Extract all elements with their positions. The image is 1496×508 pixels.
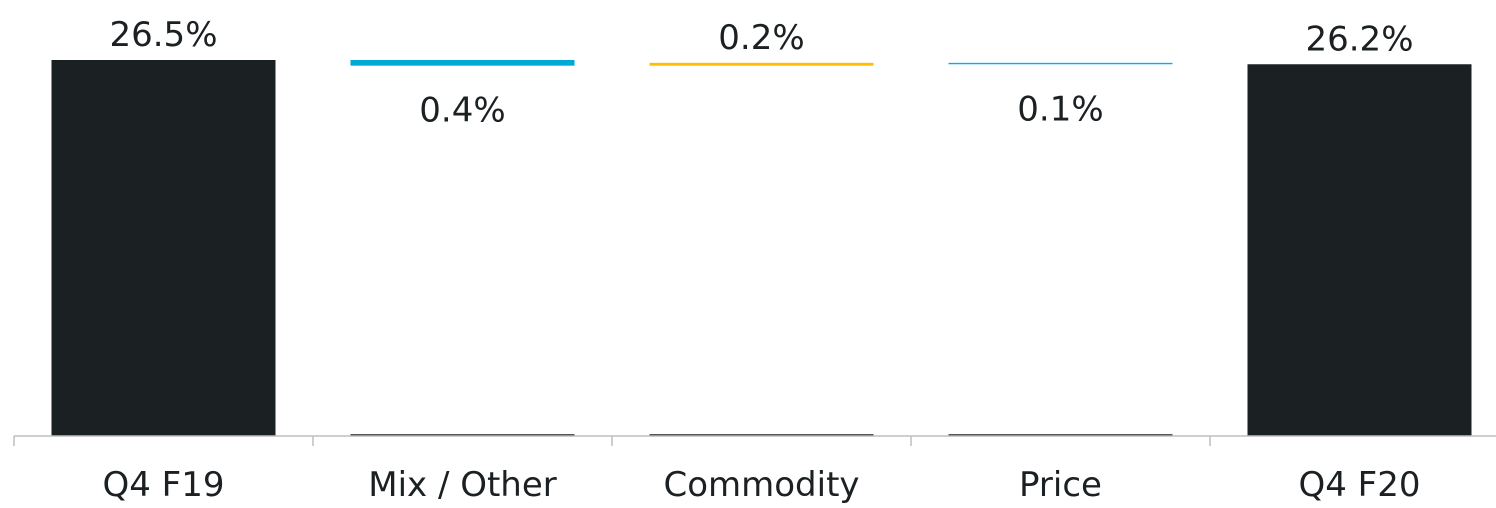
- labels-layer: 26.5% Q4 F19 0.4% Mix / Other 0.2% Commodity 0…: [102, 15, 1420, 505]
- data-label-q4-f19: 26.5%: [109, 15, 217, 55]
- bar-q4-f19: [51, 60, 276, 436]
- category-label-q4-f19: Q4 F19: [102, 465, 224, 505]
- bar-q4-f20: [1247, 64, 1472, 437]
- data-label-q4-f20: 26.2%: [1305, 19, 1413, 59]
- data-label-price: 0.1%: [1017, 89, 1103, 129]
- category-label-commodity: Commodity: [663, 465, 859, 505]
- x-axis: [13, 435, 1496, 446]
- bar-commodity: [649, 62, 874, 66]
- bar-price: [948, 62, 1173, 65]
- bar-mix-other: [350, 60, 575, 66]
- category-label-price: Price: [1019, 465, 1102, 505]
- bars-layer: [51, 60, 1472, 437]
- category-label-mix-other: Mix / Other: [368, 465, 557, 505]
- data-label-commodity: 0.2%: [718, 18, 804, 58]
- category-label-q4-f20: Q4 F20: [1298, 465, 1420, 505]
- data-label-mix-other: 0.4%: [419, 91, 505, 131]
